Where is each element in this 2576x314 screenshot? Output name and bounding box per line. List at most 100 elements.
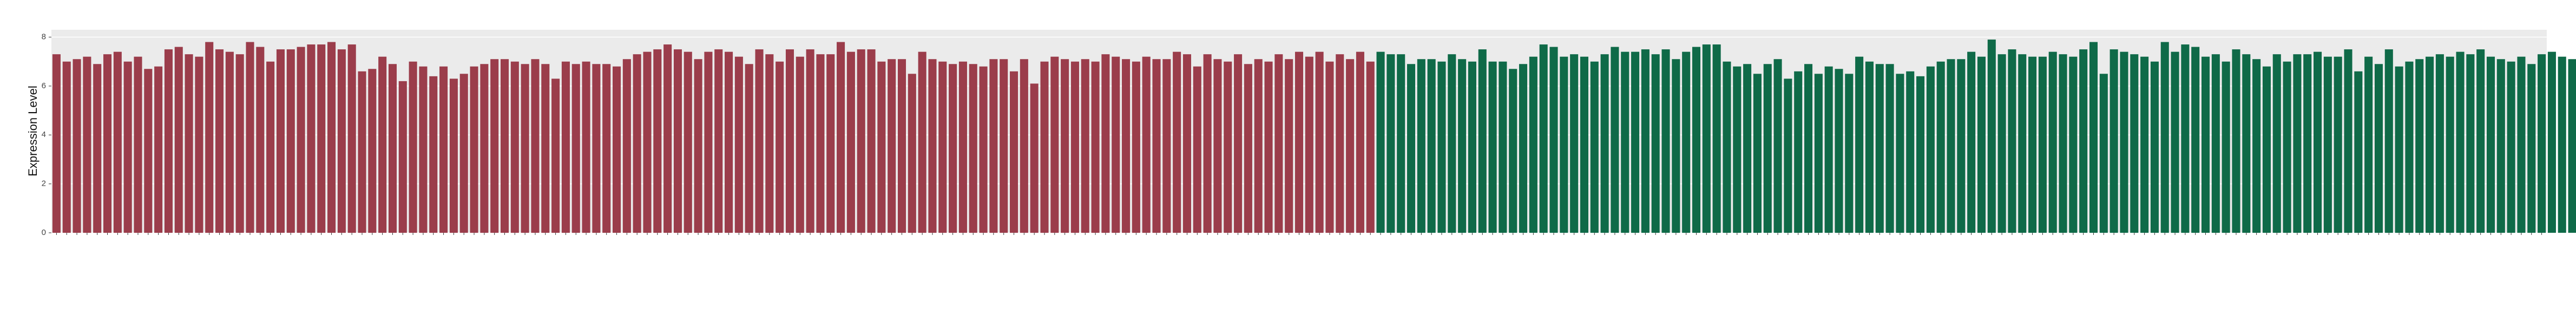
bar bbox=[1590, 61, 1599, 233]
bar bbox=[734, 56, 743, 233]
bar bbox=[2435, 54, 2444, 233]
bar bbox=[73, 59, 81, 233]
bar bbox=[949, 64, 957, 233]
bar bbox=[1020, 59, 1028, 233]
bar bbox=[2262, 66, 2271, 233]
bar bbox=[2089, 42, 2098, 233]
bar bbox=[1804, 64, 1813, 233]
bar bbox=[2110, 49, 2118, 233]
bar bbox=[1977, 56, 1986, 233]
bar bbox=[2507, 61, 2515, 233]
bar bbox=[857, 49, 865, 233]
bar bbox=[1488, 61, 1497, 233]
bar bbox=[2048, 51, 2057, 233]
bar bbox=[2405, 61, 2414, 233]
bar bbox=[806, 49, 814, 233]
bar bbox=[1070, 61, 1079, 233]
bar bbox=[419, 66, 428, 233]
bar bbox=[2140, 56, 2149, 233]
bar bbox=[1814, 74, 1823, 233]
bar bbox=[1641, 49, 1650, 233]
bar bbox=[2079, 49, 2088, 233]
bar bbox=[246, 42, 254, 233]
bar bbox=[1203, 54, 1212, 233]
bar bbox=[459, 74, 468, 233]
bar bbox=[1336, 54, 1344, 233]
bar bbox=[266, 61, 275, 233]
bar bbox=[1437, 61, 1446, 233]
bar bbox=[154, 66, 163, 233]
bar bbox=[2527, 64, 2536, 233]
bar bbox=[409, 61, 417, 233]
bar bbox=[1947, 59, 1955, 233]
bar bbox=[613, 66, 621, 233]
bar bbox=[2181, 44, 2190, 233]
bar bbox=[1213, 59, 1222, 233]
bar bbox=[571, 64, 580, 233]
bar bbox=[2120, 51, 2128, 233]
bar bbox=[1162, 59, 1171, 233]
bar bbox=[1061, 59, 1069, 233]
bar bbox=[205, 42, 214, 233]
bar bbox=[1753, 74, 1762, 233]
bar bbox=[2059, 54, 2067, 233]
bar bbox=[1743, 64, 1752, 233]
bar bbox=[1926, 66, 1935, 233]
bar bbox=[103, 54, 112, 233]
bar bbox=[2099, 74, 2108, 233]
bar bbox=[1936, 61, 1945, 233]
bar bbox=[1152, 59, 1161, 233]
bar bbox=[2517, 56, 2526, 233]
bar bbox=[256, 47, 265, 233]
bar bbox=[989, 59, 998, 233]
bar bbox=[1987, 40, 1996, 233]
bar bbox=[765, 54, 774, 233]
bar bbox=[846, 51, 855, 233]
bar bbox=[877, 61, 886, 233]
bar bbox=[2446, 56, 2454, 233]
bar bbox=[52, 54, 61, 233]
bar bbox=[867, 49, 876, 233]
bar bbox=[1346, 59, 1355, 233]
bar bbox=[653, 49, 662, 233]
bar bbox=[1468, 61, 1476, 233]
bar bbox=[1000, 59, 1008, 233]
bar bbox=[2272, 54, 2281, 233]
bar bbox=[1305, 56, 1313, 233]
bar bbox=[1325, 61, 1334, 233]
bar bbox=[1397, 54, 1405, 233]
bar bbox=[297, 47, 305, 233]
bar bbox=[2558, 56, 2566, 233]
bar bbox=[979, 66, 988, 233]
bar bbox=[368, 69, 377, 233]
bar bbox=[1611, 47, 1619, 233]
bar bbox=[2211, 54, 2220, 233]
bar bbox=[969, 64, 977, 233]
bar bbox=[2293, 54, 2302, 233]
bar bbox=[347, 44, 356, 233]
bar bbox=[62, 61, 71, 233]
y-axis-title: Expression Level bbox=[26, 86, 40, 176]
bar bbox=[1173, 51, 1181, 233]
bar bbox=[1081, 59, 1089, 233]
bar bbox=[2496, 59, 2505, 233]
bar bbox=[164, 49, 173, 233]
bar bbox=[500, 59, 509, 233]
bar bbox=[541, 64, 550, 233]
bar bbox=[908, 74, 916, 233]
bar bbox=[684, 51, 692, 233]
bar bbox=[2171, 51, 2179, 233]
bar bbox=[185, 54, 193, 233]
bar bbox=[2160, 42, 2169, 233]
bar bbox=[1794, 71, 1803, 233]
bar bbox=[134, 56, 142, 233]
bar bbox=[826, 54, 835, 233]
bar bbox=[1234, 54, 1243, 233]
bar bbox=[1386, 54, 1395, 233]
bar bbox=[1366, 61, 1375, 233]
bar bbox=[1865, 61, 1874, 233]
bar bbox=[1763, 64, 1772, 233]
bar bbox=[144, 69, 153, 233]
bar bbox=[1875, 64, 1884, 233]
